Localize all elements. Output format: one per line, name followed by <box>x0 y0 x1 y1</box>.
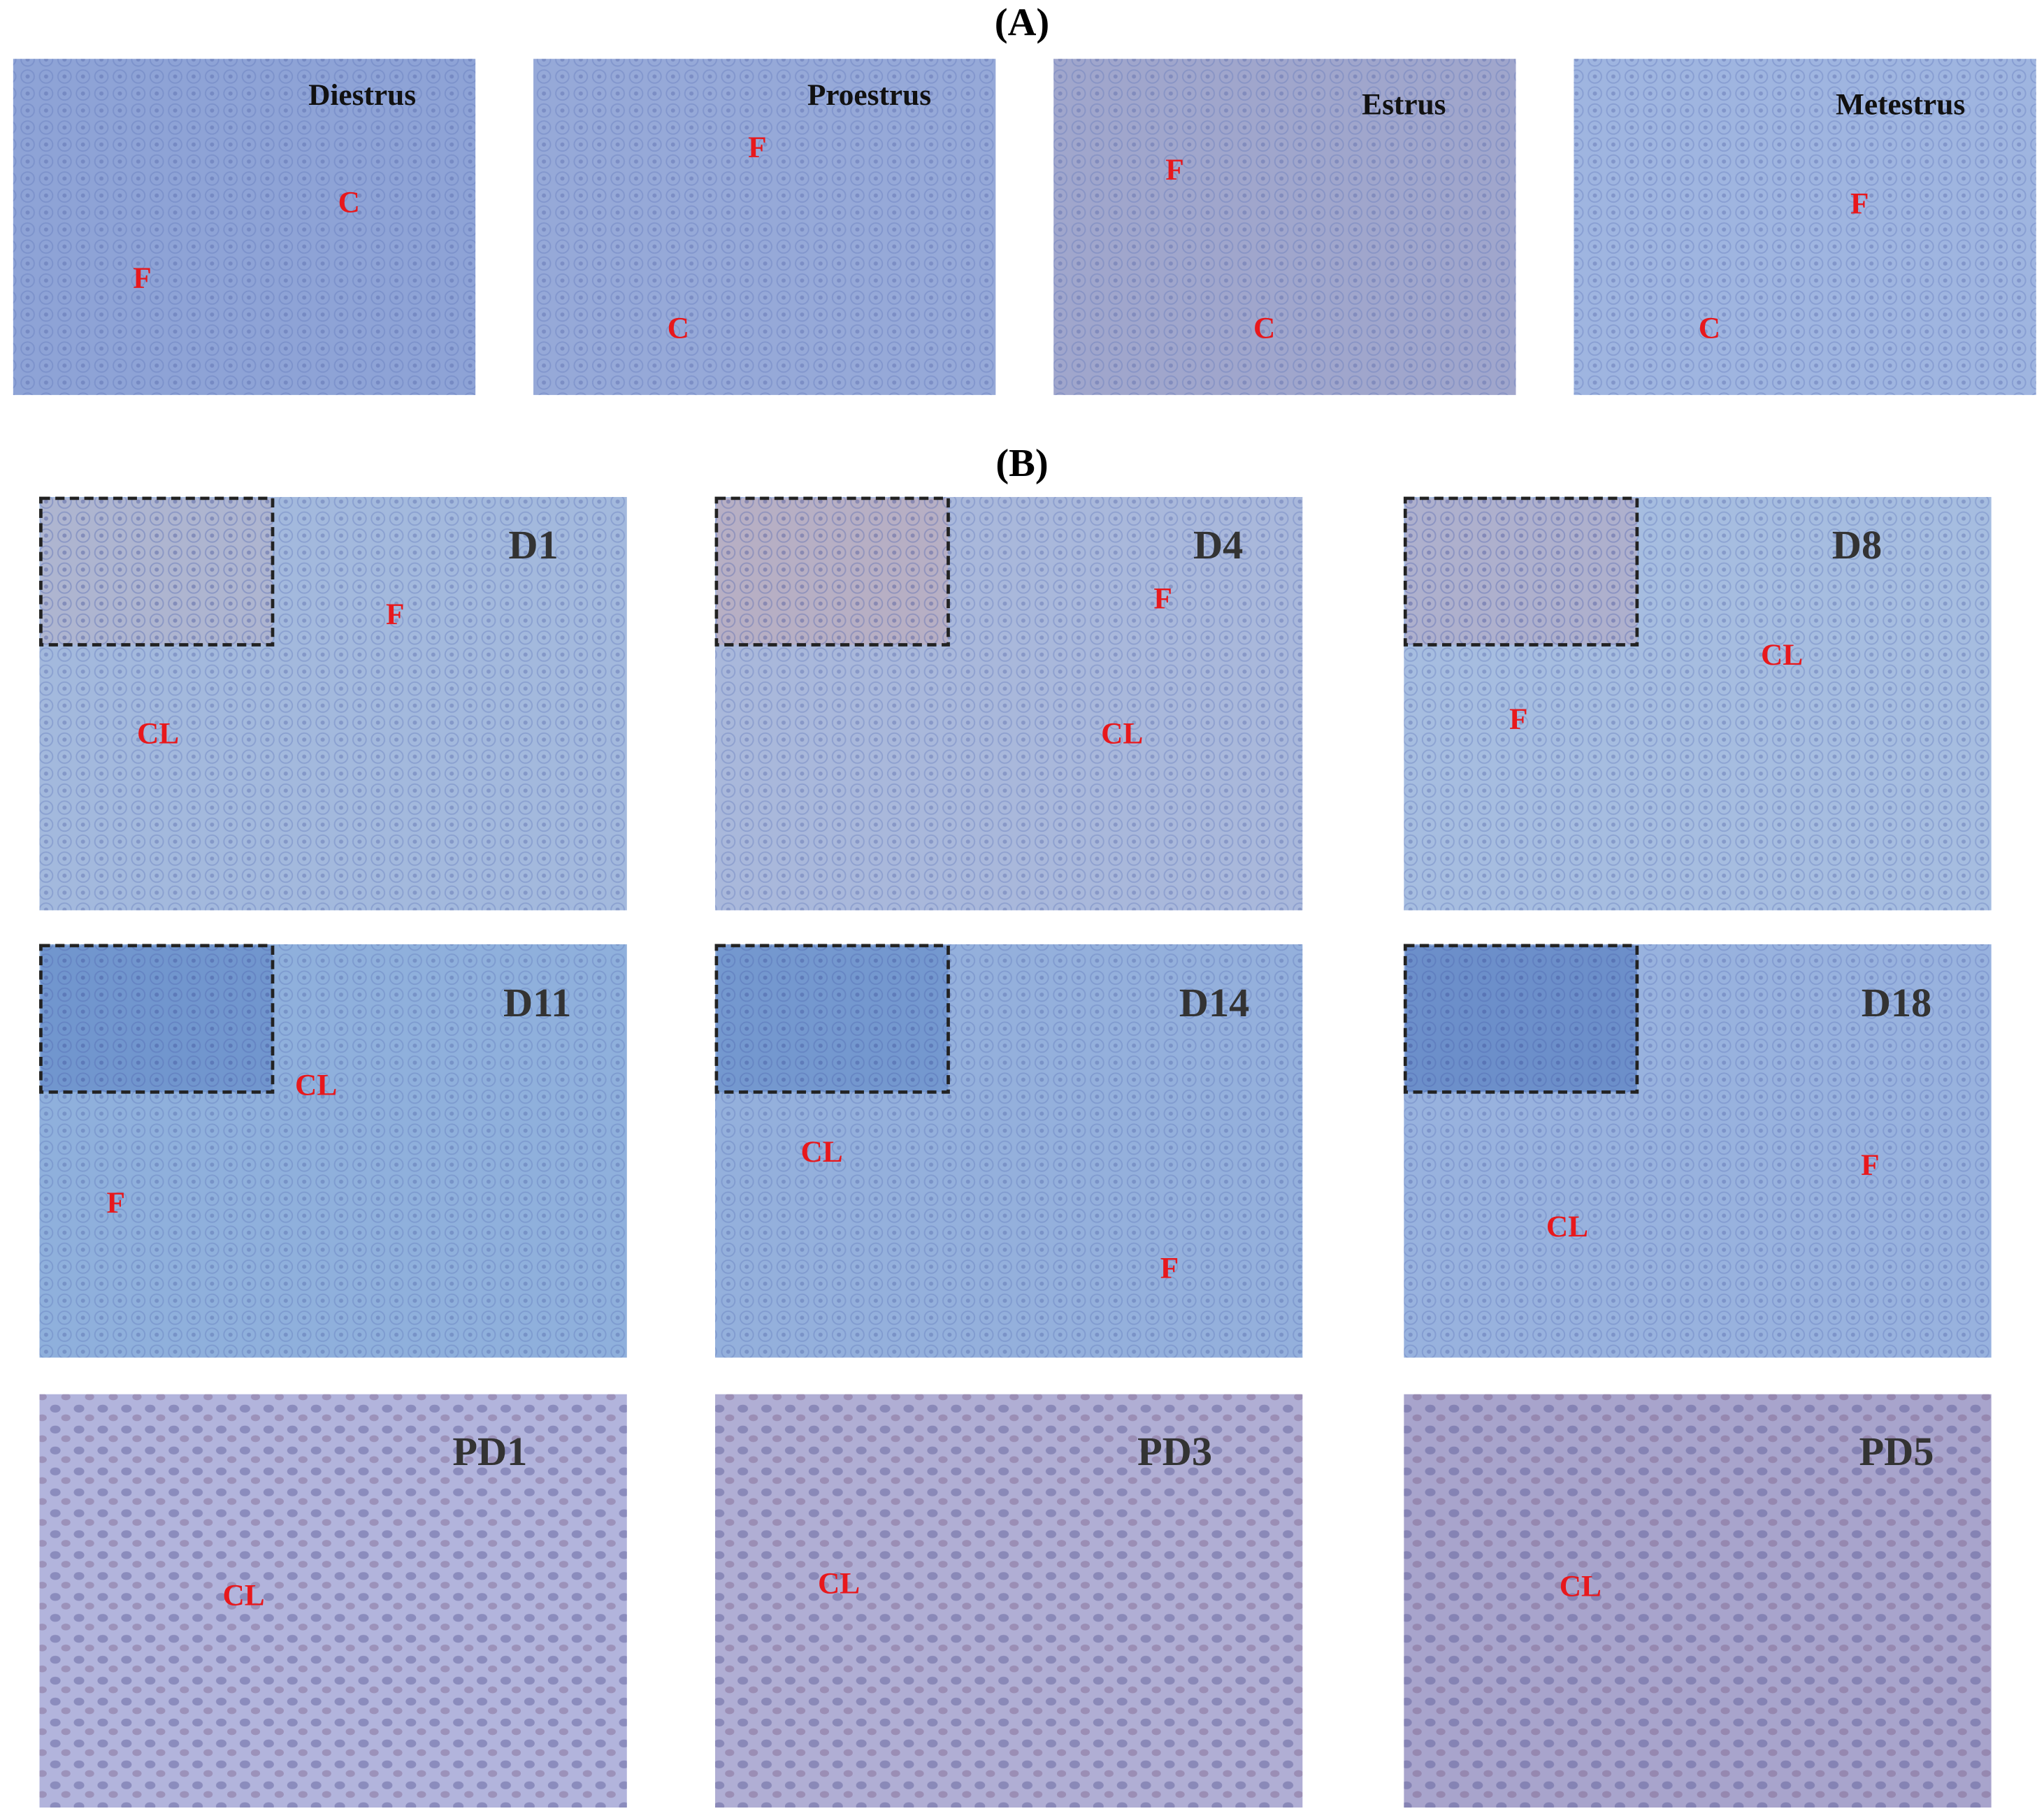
inset-border <box>1403 496 1639 647</box>
inset-texture <box>716 945 949 1092</box>
structure-marker: F <box>386 598 404 631</box>
image-title: Diestrus <box>308 79 416 112</box>
image-title: Metestrus <box>1836 88 1965 121</box>
structure-marker: F <box>1861 1149 1879 1182</box>
micrograph-texture <box>13 59 476 396</box>
image-title: D14 <box>1179 980 1250 1025</box>
structure-marker: F <box>107 1187 125 1220</box>
inset-border <box>714 944 950 1094</box>
structure-marker: CL <box>222 1580 264 1613</box>
structure-marker: CL <box>1546 1211 1588 1243</box>
structure-marker: C <box>668 312 689 345</box>
structure-marker: F <box>1160 1253 1179 1285</box>
image-title: D11 <box>503 980 571 1025</box>
structure-marker: C <box>1253 312 1275 345</box>
structure-marker: CL <box>801 1136 843 1169</box>
micrograph-texture <box>1574 59 2036 396</box>
micrograph-texture <box>39 1394 627 1808</box>
structure-marker: CL <box>1560 1571 1602 1603</box>
structure-marker: CL <box>295 1069 337 1102</box>
image-title: PD3 <box>1137 1429 1212 1474</box>
structure-marker: F <box>1165 154 1183 187</box>
inset-texture <box>716 498 949 645</box>
image-title: D8 <box>1832 522 1882 568</box>
image-grid: Diestrus F C Proestrus F C Estrus F C Metestrus F C… <box>13 59 2036 1808</box>
structure-marker: F <box>1509 703 1527 736</box>
structure-marker: F <box>748 131 766 164</box>
structure-marker: CL <box>1761 639 1803 672</box>
structure-marker: CL <box>1101 717 1143 750</box>
micrograph-texture <box>1404 1394 1992 1808</box>
image-title: PD1 <box>452 1429 527 1474</box>
structure-marker: CL <box>818 1568 860 1601</box>
structure-marker: F <box>1153 583 1172 616</box>
inset-texture <box>41 945 273 1092</box>
inset-border <box>39 496 275 647</box>
structure-marker: CL <box>137 717 179 750</box>
image-title: D4 <box>1193 522 1243 568</box>
panel-label: (B) <box>995 442 1048 485</box>
image-title: D1 <box>508 522 558 568</box>
image-title: D18 <box>1862 980 1932 1025</box>
micrograph-texture <box>715 1394 1303 1808</box>
image-title: PD5 <box>1859 1429 1934 1474</box>
inset-border <box>714 496 950 647</box>
image-title: Proestrus <box>807 79 931 112</box>
inset-texture <box>41 498 273 645</box>
inset-border <box>1403 944 1639 1094</box>
image-title: Estrus <box>1362 88 1446 121</box>
micrograph-texture <box>1053 59 1516 396</box>
structure-marker: F <box>1850 188 1869 221</box>
micrograph-texture <box>533 59 996 396</box>
inset-texture <box>1405 498 1637 645</box>
inset-border <box>39 944 275 1094</box>
panel-label: (A) <box>995 1 1049 44</box>
structure-marker: C <box>338 187 360 219</box>
structure-marker: C <box>1699 312 1720 345</box>
inset-texture <box>1405 945 1637 1092</box>
structure-marker: F <box>133 262 151 295</box>
